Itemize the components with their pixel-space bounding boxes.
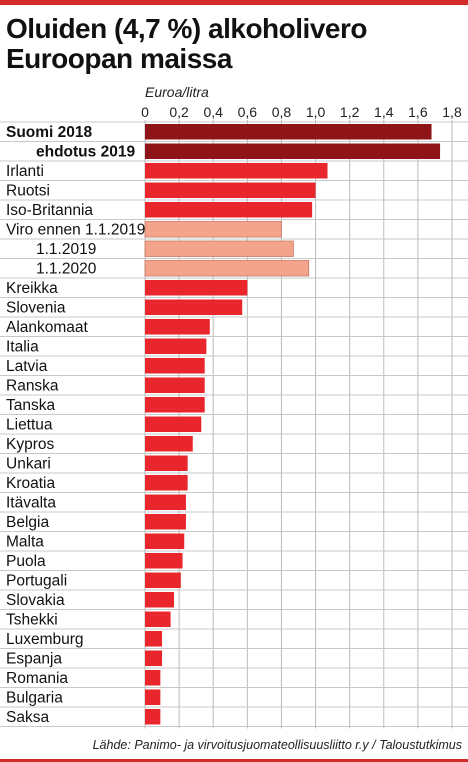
- x-tick-label: 1,8: [442, 104, 462, 120]
- bar: [145, 611, 171, 627]
- bar: [145, 475, 188, 491]
- x-tick-label: 1,0: [306, 104, 326, 120]
- category-label: Belgia: [6, 514, 49, 531]
- category-label: Portugali: [6, 573, 67, 590]
- category-label: Tanska: [6, 397, 55, 414]
- x-tick-label: 0: [141, 104, 149, 120]
- category-label: Luxemburg: [6, 631, 84, 648]
- category-label: Suomi 2018: [6, 124, 93, 141]
- bar: [145, 299, 243, 315]
- bar: [145, 592, 174, 608]
- bar: [145, 202, 313, 218]
- title-line-1: Oluiden (4,7 %) alkoholivero: [6, 13, 367, 44]
- bar: [145, 572, 181, 588]
- bar: [144, 260, 310, 277]
- x-tick-label: 1,6: [408, 104, 428, 120]
- x-tick-label: 1,2: [340, 104, 360, 120]
- bar: [145, 143, 441, 159]
- page-title: Oluiden (4,7 %) alkoholivero Euroopan ma…: [6, 14, 367, 74]
- category-label: ehdotus 2019: [36, 144, 135, 161]
- bar: [144, 221, 282, 238]
- bar: [145, 182, 316, 198]
- category-label: 1.1.2020: [36, 261, 97, 278]
- category-label: 1.1.2019: [36, 241, 96, 258]
- x-tick-label: 0,4: [203, 104, 223, 120]
- category-label: Kreikka: [6, 280, 58, 297]
- category-label: Romania: [6, 670, 68, 687]
- category-label: Slovakia: [6, 592, 65, 609]
- bar: [145, 689, 161, 705]
- bar: [145, 163, 328, 179]
- category-label: Slovenia: [6, 300, 66, 317]
- title-line-2: Euroopan maissa: [6, 43, 232, 74]
- bar: [145, 650, 163, 666]
- bar: [145, 670, 161, 686]
- bar: [145, 280, 248, 296]
- bar: [145, 514, 186, 530]
- category-label: Kypros: [6, 436, 54, 453]
- category-label: Latvia: [6, 358, 48, 375]
- bar: [145, 455, 188, 471]
- bar: [145, 631, 163, 647]
- category-label: Malta: [6, 534, 44, 551]
- category-label: Saksa: [6, 709, 49, 726]
- category-label: Kroatia: [6, 475, 55, 492]
- category-label: Unkari: [6, 456, 51, 473]
- bar: [145, 416, 202, 432]
- axis-unit-label: Euroa/litra: [145, 84, 209, 100]
- bar: [145, 124, 432, 140]
- bar: [145, 494, 186, 510]
- bar: [144, 240, 294, 257]
- category-label: Viro ennen 1.1.2019: [6, 222, 145, 239]
- source-note: Lähde: Panimo- ja virvoitusjuomateollisu…: [92, 738, 462, 752]
- top-accent-bar: [0, 0, 468, 5]
- x-tick-label: 0,2: [169, 104, 189, 120]
- bar: [145, 553, 183, 569]
- bar: [145, 319, 210, 335]
- category-label: Espanja: [6, 651, 62, 668]
- category-label: Ranska: [6, 378, 59, 395]
- category-label: Ruotsi: [6, 183, 50, 200]
- category-label: Itävalta: [6, 495, 56, 512]
- bar: [145, 436, 193, 452]
- x-tick-label: 1,4: [374, 104, 394, 120]
- bar: [145, 533, 185, 549]
- category-label: Bulgaria: [6, 690, 63, 707]
- category-label: Alankomaat: [6, 319, 89, 336]
- bar: [145, 377, 205, 393]
- category-label: Puola: [6, 553, 46, 570]
- category-label: Iso-Britannia: [6, 202, 93, 219]
- bottom-accent-bar: [0, 759, 468, 762]
- bar: [145, 338, 207, 354]
- x-tick-label: 0,6: [238, 104, 258, 120]
- bar: [145, 709, 161, 725]
- category-label: Irlanti: [6, 163, 44, 180]
- bar: [145, 358, 205, 374]
- category-label: Tshekki: [6, 612, 58, 629]
- bar: [145, 397, 205, 413]
- category-label: Liettua: [6, 417, 53, 434]
- category-label: Italia: [6, 339, 39, 356]
- x-tick-label: 0,8: [272, 104, 292, 120]
